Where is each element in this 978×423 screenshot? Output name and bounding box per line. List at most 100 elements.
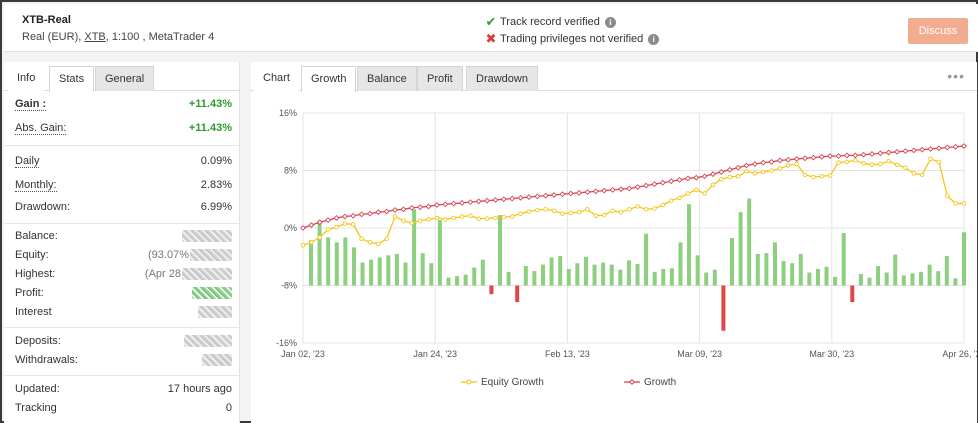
bar [549,257,554,286]
growth-point [584,189,591,195]
growth-point [392,207,398,213]
bar [515,285,520,303]
equity-growth-point [794,161,799,167]
x-tick-label: Mar 09, '23 [677,349,722,359]
info-icon[interactable]: i [604,16,616,28]
tab-profit[interactable]: Profit [417,66,463,91]
trading-privileges-text: Trading privileges not verified [500,33,644,45]
interest-label: Interest [15,306,52,318]
gain-label[interactable]: Gain : [15,98,47,111]
y-tick-label: -16% [276,338,297,348]
growth-point [835,153,842,160]
equity-growth-point [459,214,465,219]
tab-balance[interactable]: Balance [357,66,417,91]
equity-growth-point [760,169,766,175]
legend-equity-label: Equity Growth [481,377,544,388]
growth-point [333,215,340,221]
bar [815,268,820,286]
equity-growth-point [660,202,666,208]
bar [755,253,760,286]
bar [326,237,331,286]
equity-growth-point [576,209,582,215]
equity-growth-point [903,165,908,170]
balance-label: Balance: [15,230,58,242]
equity-growth-point [744,168,749,174]
growth-point [442,201,449,208]
bar [910,273,915,286]
bar [446,277,451,286]
equity-growth-point [702,191,707,196]
growth-point [559,191,566,198]
info-icon[interactable]: i [648,33,660,45]
equity-growth-point [342,221,348,226]
bar [583,256,588,286]
growth-point [367,210,373,217]
growth-point [609,186,616,193]
growth-chart: 16% 8% 0% -8% -16%Jan 02, '23 Jan 24, '23 Feb … [276,108,977,388]
growth-point [400,206,407,213]
tab-stats[interactable]: Stats [49,66,95,92]
tab-drawdown[interactable]: Drawdown [466,66,538,91]
bar [858,274,863,286]
bar [790,263,795,286]
equity-growth-point [409,220,415,226]
left-tab-bar: Info Stats General [4,62,239,92]
bar [635,263,640,286]
abs-gain-label[interactable]: Abs. Gain: [15,122,67,135]
daily-label[interactable]: Daily [15,155,40,168]
bar [455,276,460,286]
growth-point [459,199,465,206]
bar [463,274,468,286]
growth-point [300,225,306,231]
withdrawals-value [202,354,232,367]
bar [807,272,812,286]
tab-growth[interactable]: Growth [301,66,357,92]
equity-growth-point [401,218,406,224]
growth-point [425,203,432,210]
growth-point [350,212,357,219]
more-icon[interactable]: ••• [947,68,965,84]
equity-growth-point [593,213,599,219]
tab-info[interactable]: Info [8,66,45,91]
monthly-row: Monthly: 2.83% [15,179,232,197]
growth-point [576,189,583,196]
equity-growth-point [911,171,917,176]
bar [962,232,966,286]
discuss-button[interactable]: Discuss [908,18,968,44]
legend-growth-marker [628,378,636,386]
growth-point [919,146,926,153]
account-header: XTB-Real Real (EUR), XTB, 1:100 , MetaTr… [4,4,978,52]
equity-growth-point [476,216,481,221]
bar [867,277,872,286]
bar [850,285,855,303]
equity-growth-point [417,218,423,224]
abs-gain-value: +11.43% [188,122,232,134]
equity-growth-point [618,209,624,215]
bar [901,275,906,286]
bar [334,242,339,286]
bar [712,269,717,286]
equity-growth-point [668,198,674,203]
equity-growth-point [836,160,841,165]
equity-growth-point [484,216,490,221]
growth-point [827,153,834,160]
equity-label: Equity: [15,249,49,261]
highest-label: Highest: [15,268,56,280]
daily-value: 0.09% [200,155,232,167]
bar [944,256,949,286]
growth-point [668,178,675,185]
equity-growth-point [777,166,783,171]
broker-link[interactable]: XTB [84,31,106,43]
growth-point [467,199,474,206]
growth-point [659,179,666,186]
tab-general[interactable]: General [95,66,155,91]
equity-value: (93.07% [148,249,232,262]
account-name[interactable]: XTB-Real [22,14,71,26]
bar [730,238,735,286]
bar [317,220,322,286]
equity-growth-point [710,182,716,188]
bar [498,215,503,286]
bar [601,262,606,286]
tab-chart[interactable]: Chart [254,66,299,91]
monthly-label[interactable]: Monthly: [15,179,57,192]
